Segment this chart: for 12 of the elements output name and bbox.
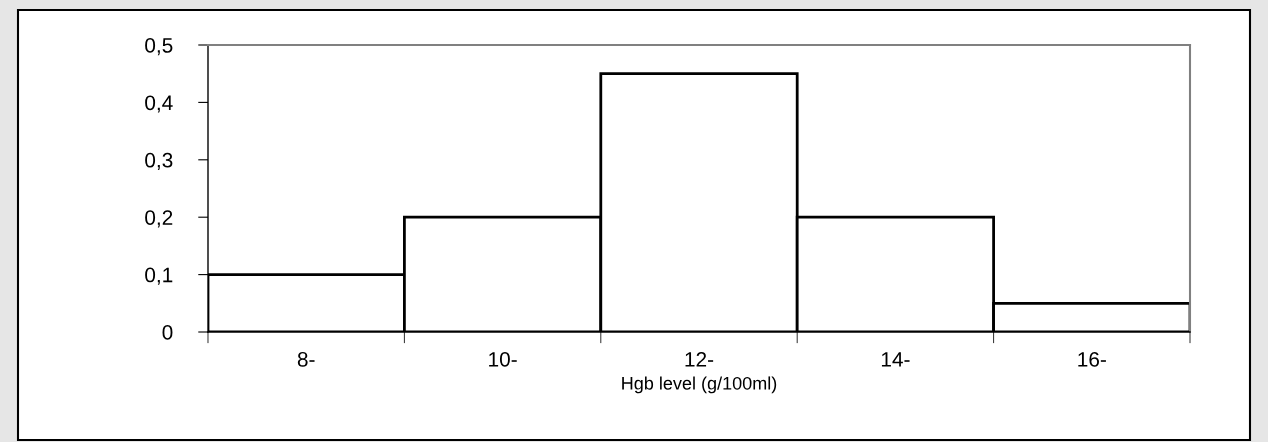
y-tick-label: 0,4 bbox=[145, 95, 173, 113]
y-tick-label: 0 bbox=[162, 325, 173, 340]
x-axis-title: Hgb level (g/100ml) bbox=[622, 376, 777, 394]
y-tick-label: 0,5 bbox=[145, 38, 173, 56]
y-tick-label: 0,1 bbox=[145, 267, 173, 285]
x-tick-label: 14- bbox=[881, 352, 910, 367]
x-tick-label: 8- bbox=[297, 351, 315, 367]
x-tick-label: 16- bbox=[1078, 351, 1106, 367]
x-tick-label: 12- bbox=[685, 351, 714, 367]
x-tick-label: 10- bbox=[489, 351, 517, 367]
y-tick-label: 0,2 bbox=[145, 210, 173, 228]
y-tick-label: 0,3 bbox=[145, 152, 173, 171]
